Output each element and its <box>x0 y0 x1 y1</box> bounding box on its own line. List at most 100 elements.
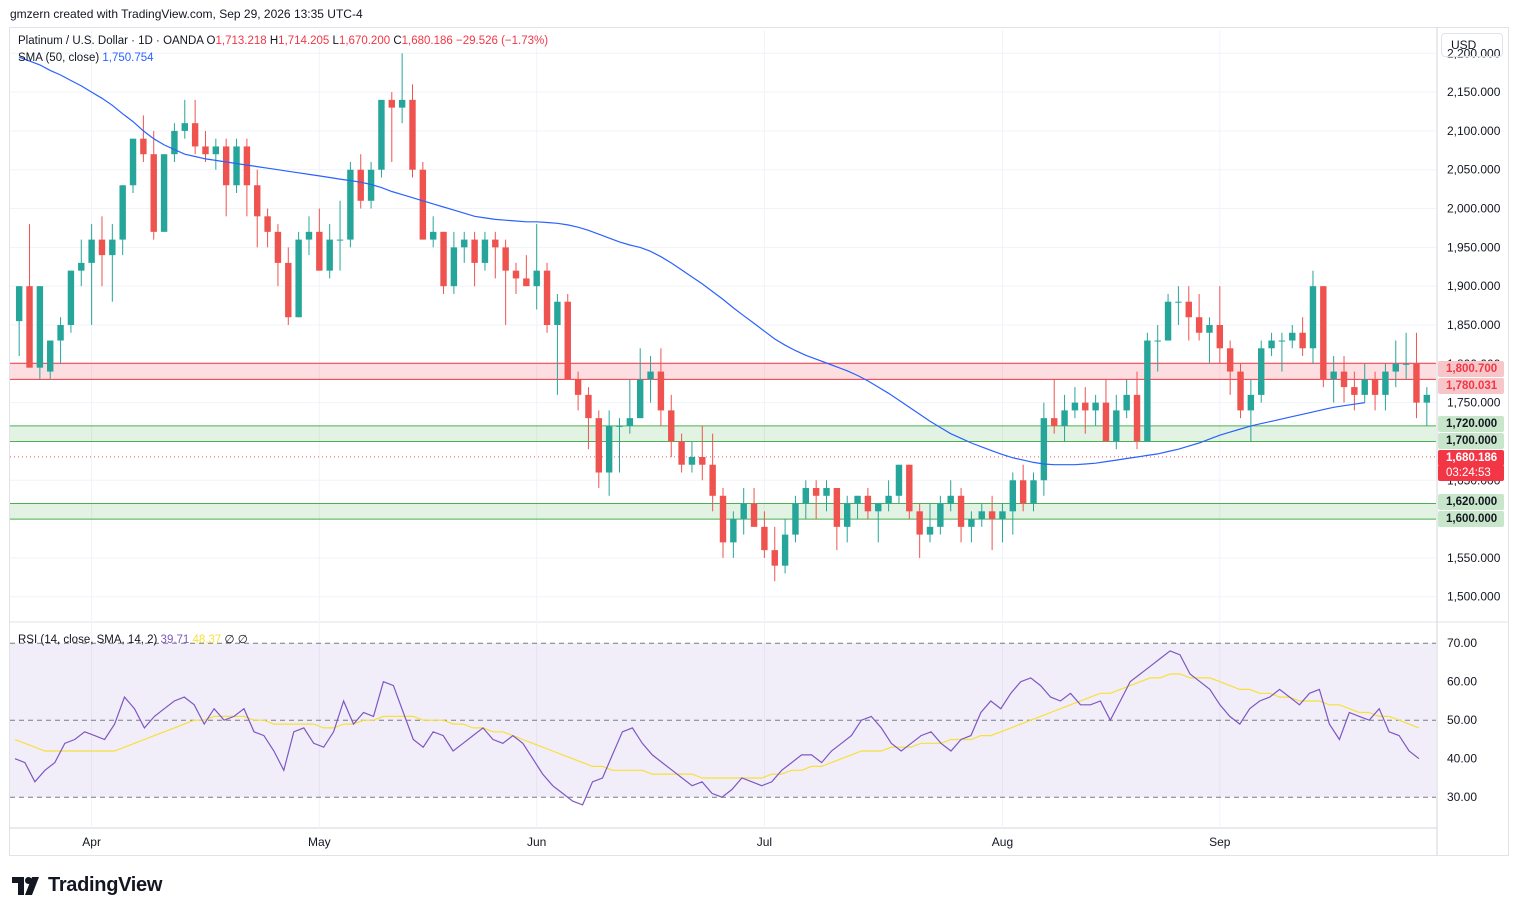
candle-body <box>98 239 106 256</box>
zone1-bottom-tag: 1,780.031 <box>1438 378 1504 394</box>
currency-button[interactable]: USD <box>1441 33 1503 57</box>
candle-body <box>875 503 882 512</box>
countdown-tag: 03:24:53 <box>1438 465 1504 481</box>
candle-body <box>916 511 923 535</box>
price-tick-label: 1,750.000 <box>1447 396 1501 410</box>
candle-body <box>1123 394 1130 411</box>
high-label: H <box>269 35 279 47</box>
candle-body <box>347 169 354 240</box>
candle-body <box>440 231 447 287</box>
candle-body <box>1309 286 1317 349</box>
candle-body <box>1340 371 1348 388</box>
candle-body <box>1361 379 1368 395</box>
candle-body <box>450 247 458 287</box>
candle-body <box>378 99 385 170</box>
candle-body <box>895 464 903 496</box>
candle-body <box>254 185 261 217</box>
price-legend: Platinum / U.S. Dollar · 1D · OANDA O1,7… <box>18 35 548 47</box>
zone3-bottom-tag: 1,600.000 <box>1438 511 1504 527</box>
candle-body <box>429 231 437 240</box>
candle-body <box>812 488 820 496</box>
candle-body <box>761 526 768 551</box>
symbol-title: Platinum / U.S. Dollar · 1D · OANDA <box>18 35 204 47</box>
brand[interactable]: TradingView <box>12 874 162 897</box>
candle-body <box>1175 301 1182 303</box>
candle-body <box>1071 402 1079 411</box>
candle-body <box>709 464 716 496</box>
candle-body <box>119 185 126 240</box>
candle-body <box>274 231 282 263</box>
rsi-tick-label: 60.00 <box>1447 675 1477 689</box>
rsi-sma-value: 48.37 <box>192 634 222 646</box>
candle-body <box>191 123 199 147</box>
candle-body <box>129 138 137 186</box>
attribution-text: gmzern created with TradingView.com, Sep… <box>10 7 363 21</box>
candle-body <box>502 247 509 271</box>
candle-body <box>398 99 406 108</box>
candle-body <box>1113 410 1120 442</box>
candle-body <box>1206 325 1213 333</box>
candle-body <box>160 154 168 232</box>
time-tick-label: Jun <box>527 835 546 849</box>
candle-body <box>781 534 789 566</box>
candle-body <box>730 519 737 543</box>
candle-body <box>1216 325 1224 349</box>
candle-body <box>78 262 85 271</box>
candle-body <box>1185 301 1192 318</box>
time-tick-label: Aug <box>992 835 1013 849</box>
time-tick-label: May <box>308 835 331 849</box>
candle-body <box>243 146 251 186</box>
candle-body <box>1237 371 1244 411</box>
candle-body <box>595 418 603 473</box>
candle-body <box>1154 340 1161 342</box>
price-tick-label: 1,500.000 <box>1447 590 1501 604</box>
resistance-zone <box>10 363 1436 380</box>
candle-body <box>957 495 965 527</box>
candle-body <box>605 425 613 473</box>
low-label: L <box>332 35 339 47</box>
candle-body <box>1092 402 1099 411</box>
candle-body <box>409 99 416 170</box>
candle-body <box>885 495 892 504</box>
candle-body <box>1051 418 1058 426</box>
candle-body <box>202 146 209 155</box>
candle-body <box>626 418 634 426</box>
candle-body <box>1061 410 1068 426</box>
candle-body <box>1278 340 1286 342</box>
zone3-top-tag: 1,620.000 <box>1438 494 1504 510</box>
zone1-top-tag: 1,800.700 <box>1438 361 1504 377</box>
candle-body <box>326 239 333 271</box>
candle-body <box>771 550 778 566</box>
candle-body <box>926 526 934 535</box>
tradingview-logo-icon <box>12 876 39 895</box>
candle-body <box>1195 317 1203 333</box>
price-tick-label: 2,050.000 <box>1447 163 1501 177</box>
candle-body <box>222 146 230 186</box>
candle-body <box>1030 480 1037 504</box>
candle-body <box>171 130 178 155</box>
rsi-tick-label: 30.00 <box>1447 790 1477 804</box>
candle-body <box>67 270 75 325</box>
candle-body <box>906 464 913 512</box>
candle-body <box>533 270 540 287</box>
price-tick-label: 1,950.000 <box>1447 240 1501 254</box>
candle-body <box>88 239 95 263</box>
candle-body <box>1413 363 1420 403</box>
candle-body <box>1009 480 1017 512</box>
candle-body <box>585 394 592 419</box>
candle-body <box>937 503 944 527</box>
candle-body <box>264 216 271 232</box>
candle-body <box>1299 332 1306 349</box>
candle-body <box>854 495 861 504</box>
sma-line <box>18 56 1365 466</box>
candle-body <box>512 270 520 279</box>
rsi-tick-label: 50.00 <box>1447 713 1477 727</box>
candle-body <box>1320 286 1327 380</box>
candle-body <box>57 325 64 341</box>
candle-body <box>15 286 23 322</box>
candle-body <box>336 239 344 241</box>
rsi-legend: RSI (14, close, SMA, 14, 2) 39.71 48.37 … <box>18 632 248 646</box>
candle-body <box>978 511 985 520</box>
candle-body <box>864 495 872 512</box>
